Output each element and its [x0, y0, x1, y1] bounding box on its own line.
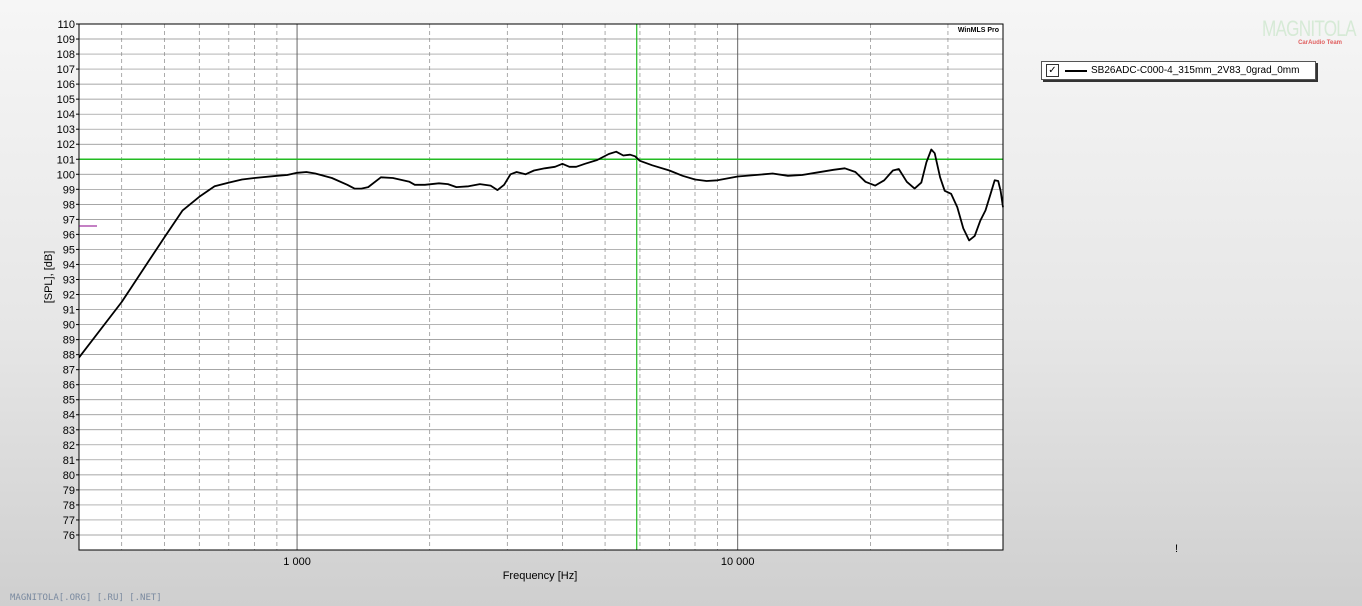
magnitola-logo: MAGNITOLA CarAudio Team	[1262, 16, 1357, 50]
y-tick-label: 104	[57, 109, 75, 121]
y-tick-label: 109	[57, 34, 75, 46]
plot-border	[78, 23, 1004, 551]
legend: ✓ SB26ADC-C000-4_315mm_2V83_0grad_0mm	[1041, 61, 1316, 80]
x-axis-label: Frequency [Hz]	[503, 570, 578, 582]
winmls-watermark: WinMLS Pro	[958, 27, 999, 34]
y-tick-label: 77	[63, 515, 75, 527]
x-tick-label: 1 000	[283, 556, 311, 568]
y-tick-label: 94	[63, 259, 75, 271]
y-axis-label: [SPL], [dB]	[43, 251, 55, 304]
y-tick-label: 110	[57, 19, 75, 31]
y-tick-label: 85	[63, 395, 75, 407]
y-tick-label: 98	[63, 199, 75, 211]
y-tick-label: 83	[63, 425, 75, 437]
y-tick-label: 107	[57, 64, 75, 76]
y-tick-label: 90	[63, 320, 75, 332]
y-tick-label: 76	[63, 530, 75, 542]
y-tick-label: 96	[63, 229, 75, 241]
legend-line-swatch	[1065, 69, 1087, 72]
y-tick-label: 101	[57, 154, 75, 166]
y-tick-label: 88	[63, 350, 75, 362]
x-tick-label: 10 000	[721, 556, 755, 568]
legend-entry-label: SB26ADC-C000-4_315mm_2V83_0grad_0mm	[1091, 65, 1300, 76]
y-axis-ticks: 76 77 78 79 80 81 82 83 84 85 86 87 88 89 90 91 92 93 94 95…	[57, 19, 79, 542]
cursor-marker-glyph: !	[1175, 543, 1178, 555]
footer-credit: MAGNITOLA[.ORG] [.RU] [.NET]	[10, 593, 162, 603]
legend-checkbox[interactable]: ✓	[1046, 64, 1059, 77]
logo-subtitle: CarAudio Team	[1298, 40, 1342, 46]
y-tick-label: 102	[57, 139, 75, 151]
y-tick-label: 92	[63, 290, 75, 302]
y-tick-label: 80	[63, 470, 75, 482]
check-icon: ✓	[1048, 64, 1057, 76]
y-tick-label: 91	[63, 305, 75, 317]
y-tick-label: 79	[63, 485, 75, 497]
y-tick-label: 103	[57, 124, 75, 136]
y-tick-label: 93	[63, 274, 75, 286]
y-tick-label: 95	[63, 244, 75, 256]
logo-text: MAGNITOLA	[1262, 16, 1357, 41]
x-axis-ticks: 1 000 10 000	[283, 556, 754, 568]
y-tick-label: 100	[57, 169, 75, 181]
y-tick-label: 82	[63, 440, 75, 452]
y-tick-label: 86	[63, 380, 75, 392]
plot-area	[79, 24, 1003, 550]
y-tick-label: 97	[63, 214, 75, 226]
y-tick-label: 105	[57, 94, 75, 106]
y-tick-label: 99	[63, 184, 75, 196]
y-tick-label: 78	[63, 500, 75, 512]
series-line	[78, 148, 1004, 359]
grid-lines	[79, 23, 1003, 550]
y-tick-label: 89	[63, 335, 75, 347]
y-tick-label: 108	[57, 49, 75, 61]
y-tick-label: 81	[63, 455, 75, 467]
y-tick-label: 84	[63, 410, 75, 422]
y-tick-label: 106	[57, 79, 75, 91]
y-tick-label: 87	[63, 365, 75, 377]
